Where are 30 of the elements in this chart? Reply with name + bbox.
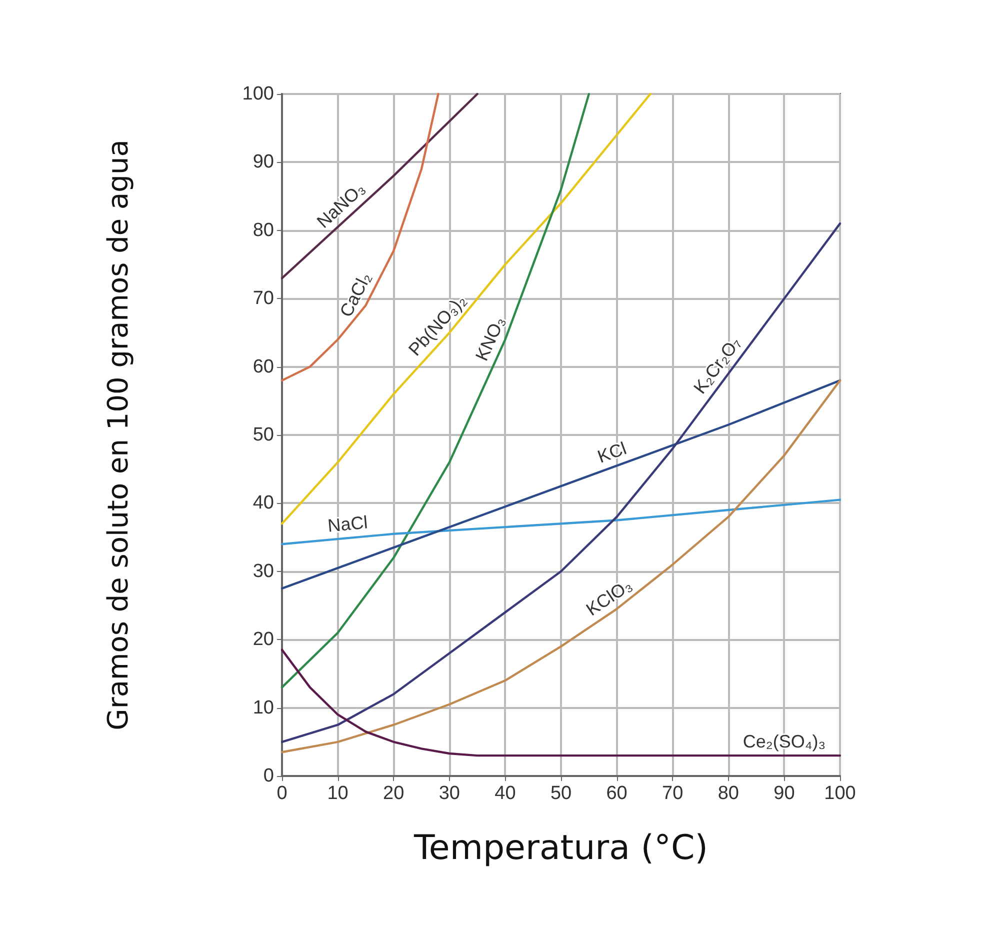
y-tick-label: 50 [252, 424, 274, 446]
x-tick-label: 90 [774, 783, 795, 804]
y-tick-label: 30 [252, 560, 274, 582]
x-tick-label: 0 [276, 783, 288, 804]
y-tick-label: 70 [252, 288, 274, 310]
y-tick-label: 90 [252, 152, 274, 173]
x-tick-label: 30 [438, 783, 460, 804]
y-tick-label: 10 [252, 697, 274, 718]
text: KNO₃ [472, 313, 509, 364]
y-tick-label: 40 [252, 492, 274, 514]
text: NaCl [326, 512, 369, 536]
y-tick-label: 100 [242, 84, 274, 104]
y-tick-label: 20 [252, 629, 274, 650]
x-tick-label: 20 [383, 783, 404, 804]
x-axis-title: Temperatura (°C) [412, 828, 708, 868]
x-tick-label: 100 [824, 783, 856, 804]
x-tick-label: 70 [662, 783, 684, 804]
y-tick-label: 0 [263, 766, 274, 786]
x-tick-label: 10 [327, 783, 348, 804]
text: KCl [594, 438, 630, 467]
y-tick-label: 60 [252, 356, 274, 378]
x-tick-label: 60 [606, 783, 628, 804]
line-series [280, 498, 842, 546]
x-tick-label: 40 [494, 783, 516, 804]
y-tick-label: 80 [252, 220, 274, 241]
series-label: Ce₂(SO₄)₃ [742, 732, 826, 752]
x-tick-label: 80 [718, 783, 739, 804]
line-series [280, 648, 842, 757]
y-axis-title: Gramos de soluto en 100 gramos de agua [102, 140, 134, 730]
x-tick-label: 50 [550, 783, 572, 804]
